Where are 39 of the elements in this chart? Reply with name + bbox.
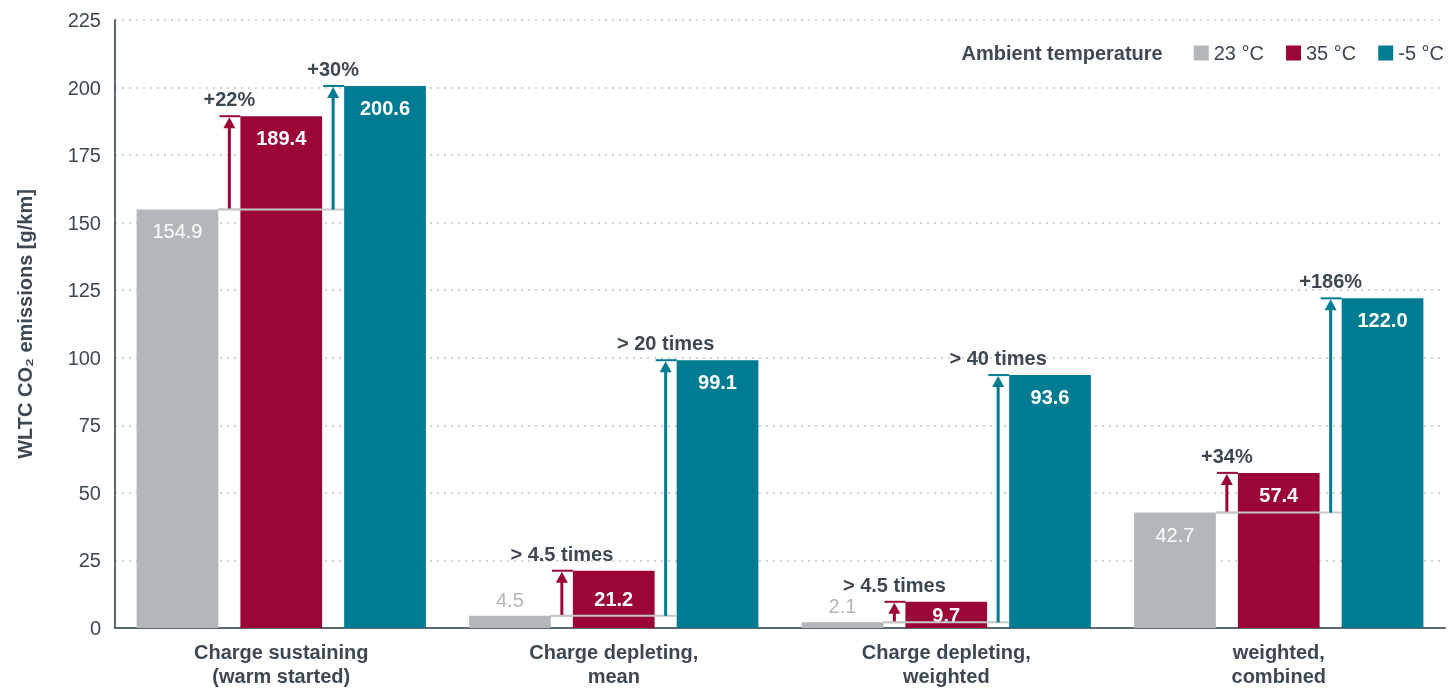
legend-label: 35 °C [1305, 42, 1357, 64]
data-label: 9.7 [932, 603, 961, 626]
data-label: 4.5 [496, 588, 524, 611]
legend-label: -5 °C [1398, 42, 1444, 64]
y-tick-label: 175 [67, 144, 101, 167]
y-tick-label: 50 [78, 481, 101, 504]
annotation: +22% [203, 88, 256, 111]
legend-label: 23 °C [1213, 42, 1264, 64]
data-label: 189.4 [256, 127, 308, 150]
annotation: +186% [1299, 270, 1363, 293]
data-label: 21.2 [594, 588, 634, 611]
data-label: 42.7 [1155, 523, 1195, 546]
y-tick-label: 25 [78, 549, 101, 572]
y-tick-label: 75 [78, 414, 101, 437]
x-tick-label: Charge sustaining (warm started) [194, 641, 369, 687]
data-label: 93.6 [1030, 386, 1070, 409]
y-tick-label: 200 [67, 76, 101, 99]
data-label: 2.1 [828, 595, 857, 618]
y-axis-title: WLTC CO₂ emissions [g/km] [14, 189, 36, 459]
data-label: 57.4 [1259, 483, 1300, 506]
data-label: 122.0 [1357, 309, 1408, 332]
annotation: +30% [307, 57, 360, 80]
y-tick-label: 0 [89, 617, 101, 639]
y-tick-label: 100 [67, 346, 101, 369]
x-tick-label: Charge depleting, weighted [861, 641, 1031, 687]
annotation: > 4.5 times [842, 573, 946, 596]
legend-title: Ambient temperature [961, 42, 1163, 64]
annotation: > 20 times [616, 332, 715, 355]
data-label: 200.6 [360, 96, 411, 119]
annotation: +34% [1201, 444, 1253, 467]
x-tick-label: Charge depleting, mean [529, 641, 699, 687]
x-tick-label: weighted, combined [1231, 641, 1326, 687]
y-tick-label: 225 [67, 9, 101, 31]
annotation: > 40 times [949, 347, 1047, 370]
annotation: > 4.5 times [510, 542, 614, 565]
y-tick-label: 125 [67, 279, 101, 302]
y-tick-label: 150 [67, 211, 101, 234]
data-label: 99.1 [698, 371, 737, 394]
data-label: 154.9 [152, 220, 203, 243]
